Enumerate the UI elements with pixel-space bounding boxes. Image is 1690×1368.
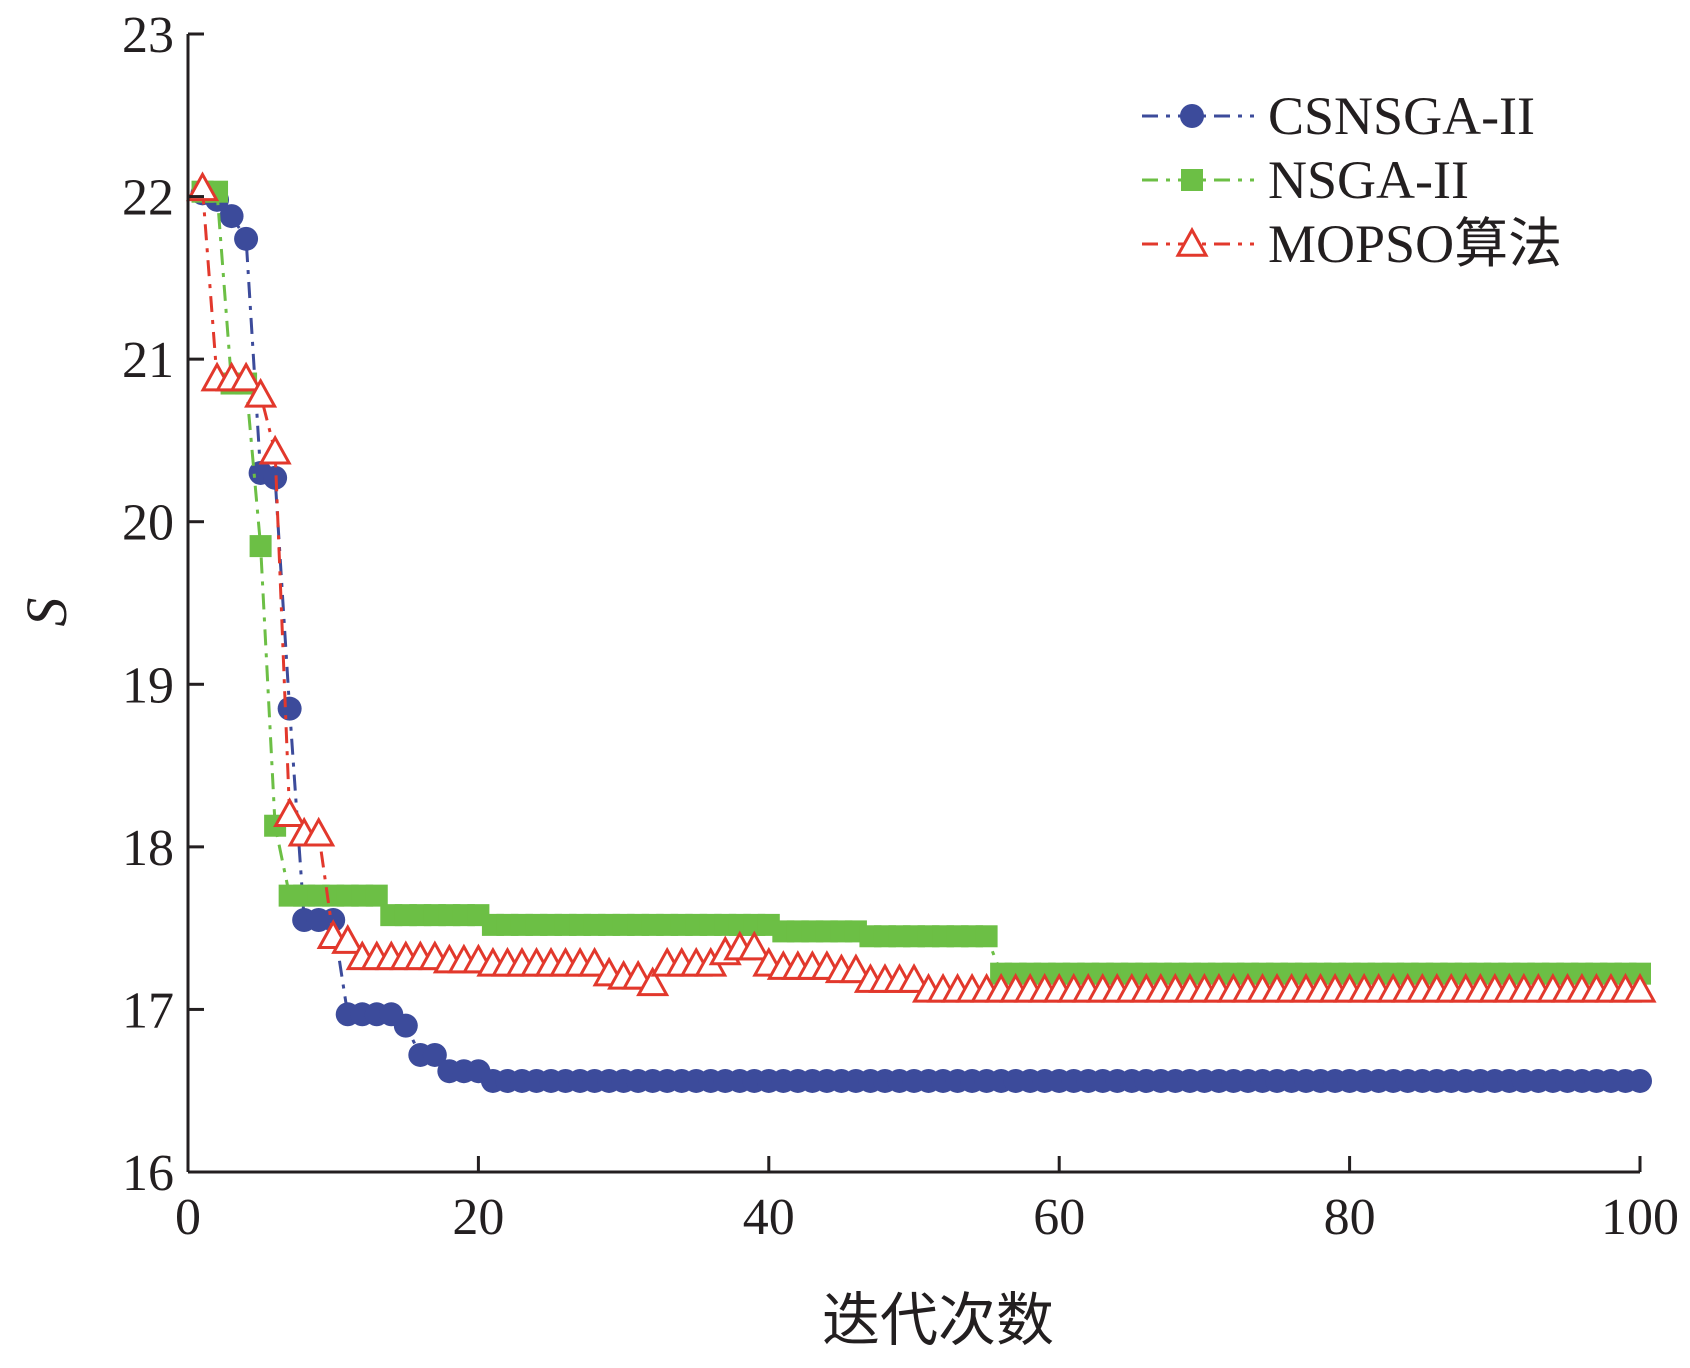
y-tick-label: 16 bbox=[122, 1145, 174, 1202]
series-layer bbox=[185, 171, 1657, 1093]
series-2-point bbox=[975, 925, 998, 948]
y-tick-label: 20 bbox=[122, 495, 174, 552]
series-3-point bbox=[258, 434, 292, 465]
series-1-point bbox=[1628, 1068, 1652, 1093]
series-3-point bbox=[1623, 972, 1657, 1003]
series-3-point bbox=[273, 797, 307, 828]
x-tick-label: 80 bbox=[1324, 1189, 1376, 1246]
series-3 bbox=[185, 171, 1657, 1003]
series-3-point bbox=[244, 377, 278, 408]
legend-label: MOPSO算法 bbox=[1268, 214, 1562, 274]
y-axis-title: S bbox=[14, 598, 79, 627]
series-3-line bbox=[201, 188, 1640, 992]
x-tick-label: 60 bbox=[1033, 1189, 1085, 1246]
y-tick-label: 21 bbox=[122, 332, 174, 389]
series-1-point bbox=[393, 1013, 418, 1038]
series-1-point bbox=[219, 204, 244, 229]
series-1-point bbox=[422, 1042, 447, 1067]
series-3-point bbox=[578, 946, 612, 977]
legend-label: NSGA-II bbox=[1268, 150, 1469, 210]
series-2-line bbox=[202, 190, 1640, 976]
series-3-point bbox=[229, 361, 263, 392]
x-tick-label: 20 bbox=[452, 1189, 504, 1246]
series-3-point bbox=[839, 953, 873, 984]
series-2-point bbox=[249, 535, 272, 558]
legend-swatch-marker bbox=[1181, 169, 1203, 191]
x-tick-label: 100 bbox=[1601, 1189, 1679, 1246]
series-3-point bbox=[897, 963, 931, 993]
legend-item-1: CSNSGA-II bbox=[1142, 86, 1535, 146]
legend-item-2: NSGA-II bbox=[1142, 150, 1469, 210]
series-2-point bbox=[365, 884, 388, 907]
x-tick-label: 0 bbox=[175, 1189, 201, 1246]
legend-swatch-marker bbox=[1180, 104, 1204, 128]
series-3-point bbox=[636, 966, 670, 997]
y-tick-label: 18 bbox=[122, 820, 174, 877]
y-tick-label: 17 bbox=[122, 982, 174, 1039]
legend-item-3: MOPSO算法 bbox=[1142, 214, 1562, 274]
series-1 bbox=[190, 181, 1652, 1093]
y-tick-label: 23 bbox=[122, 7, 174, 64]
series-3-point bbox=[185, 171, 220, 202]
series-2 bbox=[191, 180, 1651, 985]
axes: 16 17 18 19 20 21 22 23 0 20 40 60 80 100 bbox=[122, 7, 1679, 1246]
legend-label: CSNSGA-II bbox=[1268, 86, 1535, 146]
series-1-point bbox=[234, 226, 259, 251]
x-axis-title: 迭代次数 bbox=[822, 1288, 1054, 1353]
series-1-point bbox=[277, 696, 302, 721]
y-tick-label: 22 bbox=[122, 170, 174, 227]
legend-swatch-marker bbox=[1175, 226, 1209, 257]
series-3-point bbox=[737, 930, 771, 961]
series-3-point bbox=[331, 924, 365, 954]
y-tick-label: 19 bbox=[122, 657, 174, 714]
x-tick-label: 40 bbox=[743, 1189, 795, 1246]
series-3-point bbox=[302, 816, 336, 847]
